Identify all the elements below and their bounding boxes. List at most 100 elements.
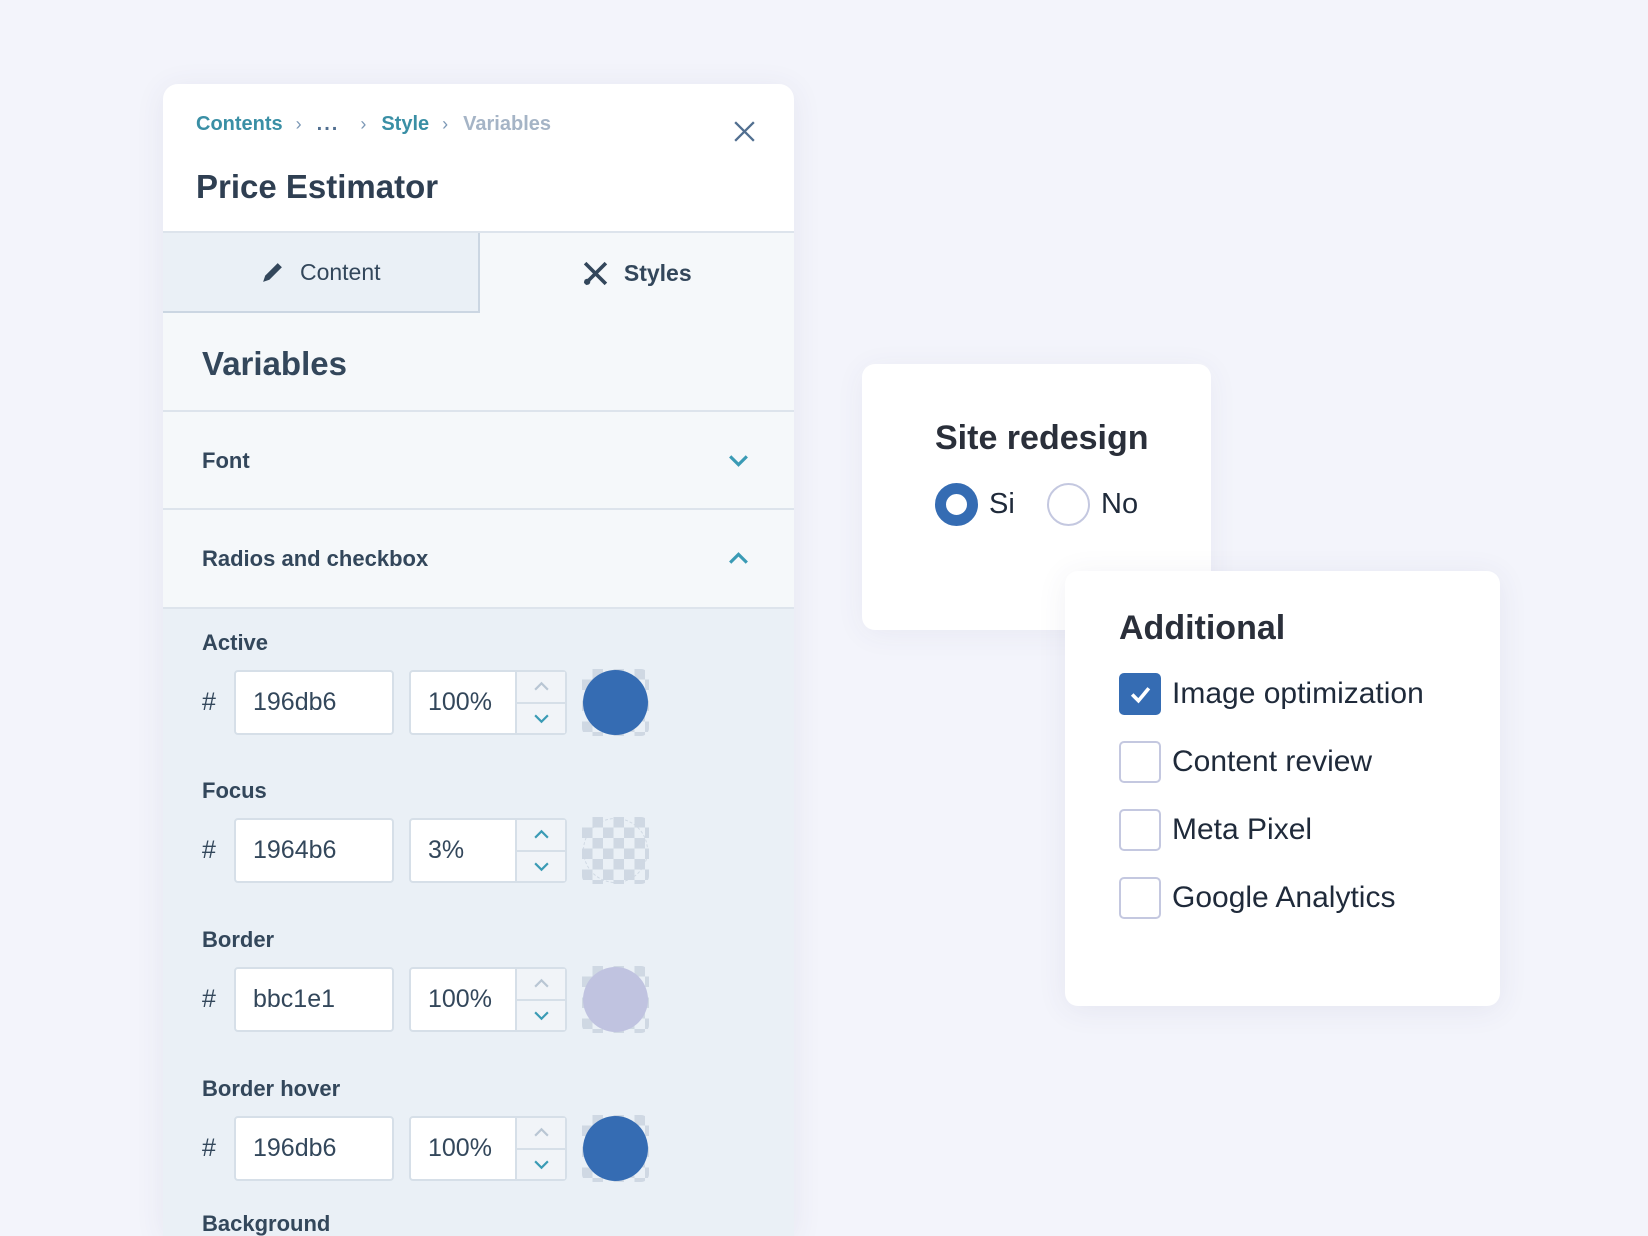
hash-label: # [202,688,216,716]
breadcrumb-style[interactable]: Style [381,113,430,135]
tab-bar: Content Styles [163,231,794,313]
opacity-input[interactable]: 100% [428,688,492,716]
hex-input[interactable]: 196db6 [234,670,394,735]
chevron-right-icon: › [442,114,449,134]
tab-label: Content [299,258,381,285]
color-preview [583,967,648,1032]
decrement-button[interactable] [517,852,565,882]
checkbox-item[interactable]: Image optimization [1119,673,1424,715]
radio-card: Site redesign Si No [862,364,1211,630]
breadcrumb: Contents › ... › Style › Variables [196,113,551,136]
tab-content[interactable]: Content [163,233,480,313]
color-variable: Focus # 1964b6 3% [202,779,649,884]
hex-input[interactable]: 196db6 [234,1116,394,1181]
radio-label: No [1101,488,1139,520]
opacity-stepper: 100% [409,967,567,1032]
section-label: Font [202,447,250,473]
radio-unchecked-icon [1047,483,1090,526]
variable-label: Border hover [202,1076,341,1101]
color-variable: Border hover # 196db6 100% [202,1077,649,1182]
opacity-stepper: 3% [409,818,567,883]
opacity-input[interactable]: 3% [428,836,465,864]
color-swatch[interactable] [582,1115,649,1182]
chevron-right-icon: › [360,114,367,134]
variable-label: Active [202,630,269,655]
color-preview [583,818,648,883]
checkbox-card: Additional Image optimization Content rev… [1065,571,1500,1006]
chevron-up-icon [534,1128,549,1137]
opacity-input[interactable]: 100% [428,1134,492,1162]
opacity-stepper: 100% [409,1116,567,1181]
section-label: Radios and checkbox [202,545,429,571]
chevron-right-icon: › [295,114,302,134]
checkbox-item[interactable]: Google Analytics [1119,877,1395,919]
module-editor-panel: Contents › ... › Style › Variables Price… [163,84,794,1236]
hash-label: # [202,836,216,864]
radios-checkbox-variables: Active # 196db6 100% Focus # 1964b6 3% B… [163,607,794,1236]
checkbox-label: Image optimization [1172,677,1424,710]
decrement-button[interactable] [517,1150,565,1180]
chevron-down-icon [729,455,748,467]
opacity-input[interactable]: 100% [428,985,492,1013]
color-swatch[interactable] [582,966,649,1033]
hex-input[interactable]: 1964b6 [234,818,394,883]
checkbox-checked-icon [1119,673,1161,715]
increment-button[interactable] [517,1118,565,1150]
chevron-down-icon [534,862,549,871]
color-variable: Active # 196db6 100% [202,631,649,736]
checkbox-label: Content review [1172,745,1373,778]
color-preview [583,670,648,735]
color-preview [583,1116,648,1181]
increment-button[interactable] [517,969,565,1001]
checkbox-label: Google Analytics [1172,881,1396,914]
radio-checked-icon [935,483,978,526]
checkbox-item[interactable]: Content review [1119,741,1372,783]
increment-button[interactable] [517,820,565,852]
radio-group-title: Site redesign [935,419,1149,457]
chevron-up-icon [729,552,748,564]
page-title: Price Estimator [196,168,439,205]
radio-no[interactable]: No [1047,483,1138,526]
variable-label: Background [202,1211,331,1236]
section-font[interactable]: Font [163,410,794,509]
tab-styles[interactable]: Styles [479,233,794,313]
color-swatch[interactable] [582,817,649,884]
hash-label: # [202,985,216,1013]
tab-label: Styles [623,259,692,286]
chevron-down-icon [534,1011,549,1020]
color-swatch[interactable] [582,669,649,736]
radio-si[interactable]: Si [935,483,1015,526]
checkbox-unchecked-icon [1119,741,1161,783]
color-variable: Border # bbc1e1 100% [202,928,649,1033]
chevron-down-icon [534,714,549,723]
styles-body: Variables Font Radios and checkbox Activ… [163,313,794,1236]
checkbox-item[interactable]: Meta Pixel [1119,809,1312,851]
color-variable: Background [202,1212,330,1236]
checkbox-unchecked-icon [1119,809,1161,851]
hex-input[interactable]: bbc1e1 [234,967,394,1032]
checkbox-label: Meta Pixel [1172,813,1313,846]
brush-tools-icon [583,261,608,285]
pencil-icon [263,262,282,282]
increment-button[interactable] [517,672,565,704]
radio-label: Si [989,488,1015,520]
breadcrumb-more[interactable]: ... [316,113,340,135]
chevron-up-icon [534,979,549,988]
decrement-button[interactable] [517,704,565,734]
opacity-stepper: 100% [409,670,567,735]
breadcrumb-contents[interactable]: Contents [196,113,283,135]
chevron-up-icon [534,830,549,839]
decrement-button[interactable] [517,1001,565,1031]
checkbox-group-title: Additional [1119,609,1286,647]
breadcrumb-variables: Variables [463,113,551,135]
close-icon[interactable] [731,118,758,145]
chevron-down-icon [534,1160,549,1169]
chevron-up-icon [534,682,549,691]
hash-label: # [202,1134,216,1162]
section-heading: Variables [202,345,347,382]
section-radios-checkbox[interactable]: Radios and checkbox [163,508,794,607]
variable-label: Focus [202,778,267,803]
checkbox-unchecked-icon [1119,877,1161,919]
variable-label: Border [202,927,275,952]
